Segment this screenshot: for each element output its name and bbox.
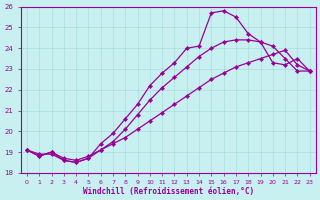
X-axis label: Windchill (Refroidissement éolien,°C): Windchill (Refroidissement éolien,°C) xyxy=(83,187,254,196)
